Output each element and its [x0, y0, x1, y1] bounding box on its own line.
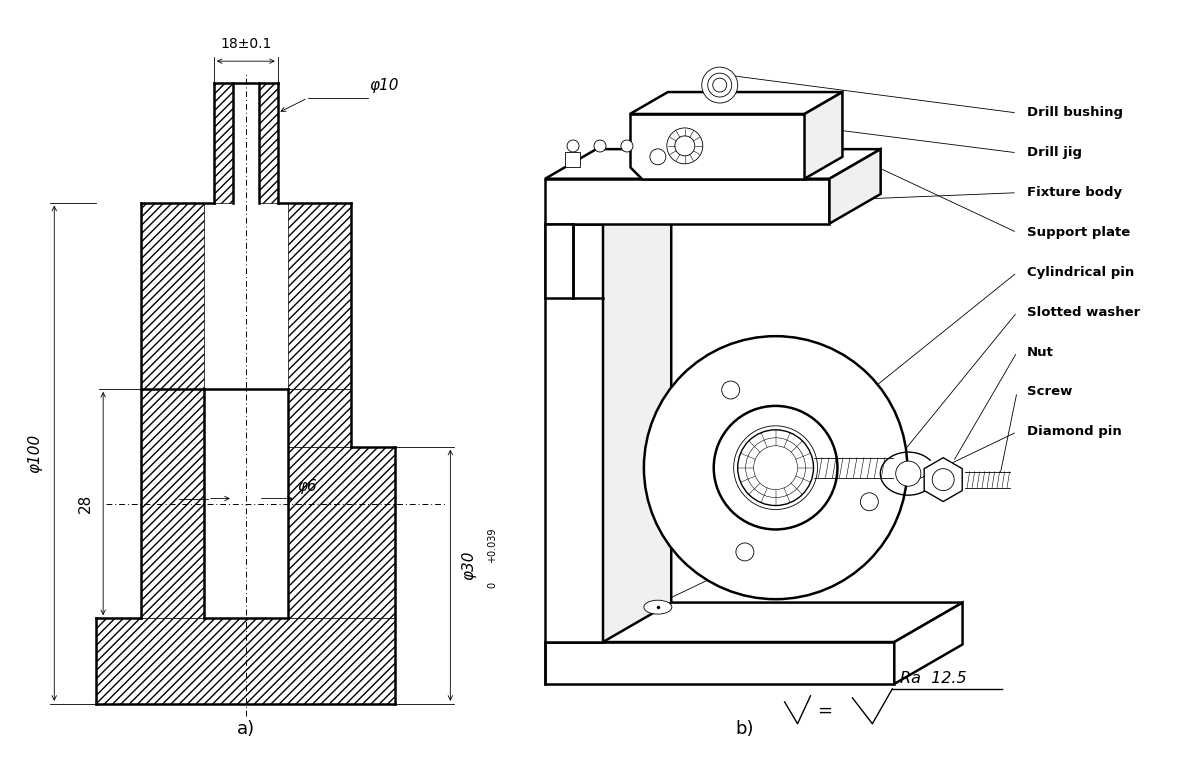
Circle shape — [733, 426, 817, 509]
Polygon shape — [545, 223, 574, 298]
Text: Fixture body: Fixture body — [1027, 186, 1122, 199]
Text: b): b) — [736, 720, 754, 737]
Text: a): a) — [236, 720, 254, 737]
Text: 0: 0 — [487, 582, 497, 588]
Polygon shape — [545, 179, 829, 223]
Text: Diamond pin: Diamond pin — [1027, 425, 1122, 438]
Text: 28: 28 — [78, 494, 94, 513]
Polygon shape — [545, 184, 671, 223]
Bar — [565, 152, 580, 167]
Polygon shape — [545, 149, 881, 179]
Text: Screw: Screw — [1027, 385, 1073, 398]
Bar — [288, 389, 350, 447]
Circle shape — [736, 543, 754, 561]
Text: Support plate: Support plate — [1027, 226, 1130, 239]
Circle shape — [667, 128, 703, 164]
Circle shape — [714, 406, 838, 529]
Ellipse shape — [644, 600, 672, 614]
Bar — [142, 203, 204, 389]
Polygon shape — [602, 184, 671, 642]
Text: φ6: φ6 — [298, 478, 318, 494]
Polygon shape — [924, 458, 962, 502]
Polygon shape — [545, 223, 602, 642]
Text: φ100: φ100 — [28, 434, 42, 473]
Polygon shape — [630, 114, 804, 179]
Text: Cylindrical pin: Cylindrical pin — [1027, 266, 1134, 279]
Circle shape — [895, 461, 920, 486]
Circle shape — [738, 430, 814, 506]
Text: Nut: Nut — [1027, 346, 1054, 359]
Bar — [96, 618, 396, 704]
Circle shape — [568, 140, 580, 152]
Polygon shape — [630, 92, 842, 114]
Circle shape — [620, 140, 632, 152]
Text: =: = — [817, 702, 832, 720]
Polygon shape — [804, 92, 842, 179]
Polygon shape — [894, 603, 962, 684]
Polygon shape — [545, 642, 894, 684]
Text: +0.039: +0.039 — [487, 528, 497, 563]
Circle shape — [754, 446, 798, 490]
Bar — [259, 83, 277, 203]
Circle shape — [745, 438, 805, 497]
Bar — [142, 389, 204, 618]
Circle shape — [702, 67, 738, 103]
Circle shape — [674, 136, 695, 156]
Text: Ra  12.5: Ra 12.5 — [900, 671, 967, 686]
Text: φ10: φ10 — [370, 78, 400, 93]
Bar — [214, 83, 233, 203]
Circle shape — [713, 78, 727, 92]
Circle shape — [721, 381, 739, 399]
Text: Drill bushing: Drill bushing — [1027, 107, 1123, 120]
Text: Slotted washer: Slotted washer — [1027, 306, 1140, 319]
Polygon shape — [545, 603, 962, 642]
Circle shape — [932, 469, 954, 491]
Text: Drill jig: Drill jig — [1027, 146, 1082, 159]
Circle shape — [594, 140, 606, 152]
Bar — [288, 447, 396, 618]
Circle shape — [860, 493, 878, 511]
Polygon shape — [829, 149, 881, 223]
Text: φ30: φ30 — [461, 550, 476, 580]
Bar — [288, 203, 350, 389]
Circle shape — [650, 149, 666, 165]
Text: 18±0.1: 18±0.1 — [220, 37, 271, 51]
Circle shape — [708, 73, 732, 97]
Circle shape — [644, 336, 907, 600]
